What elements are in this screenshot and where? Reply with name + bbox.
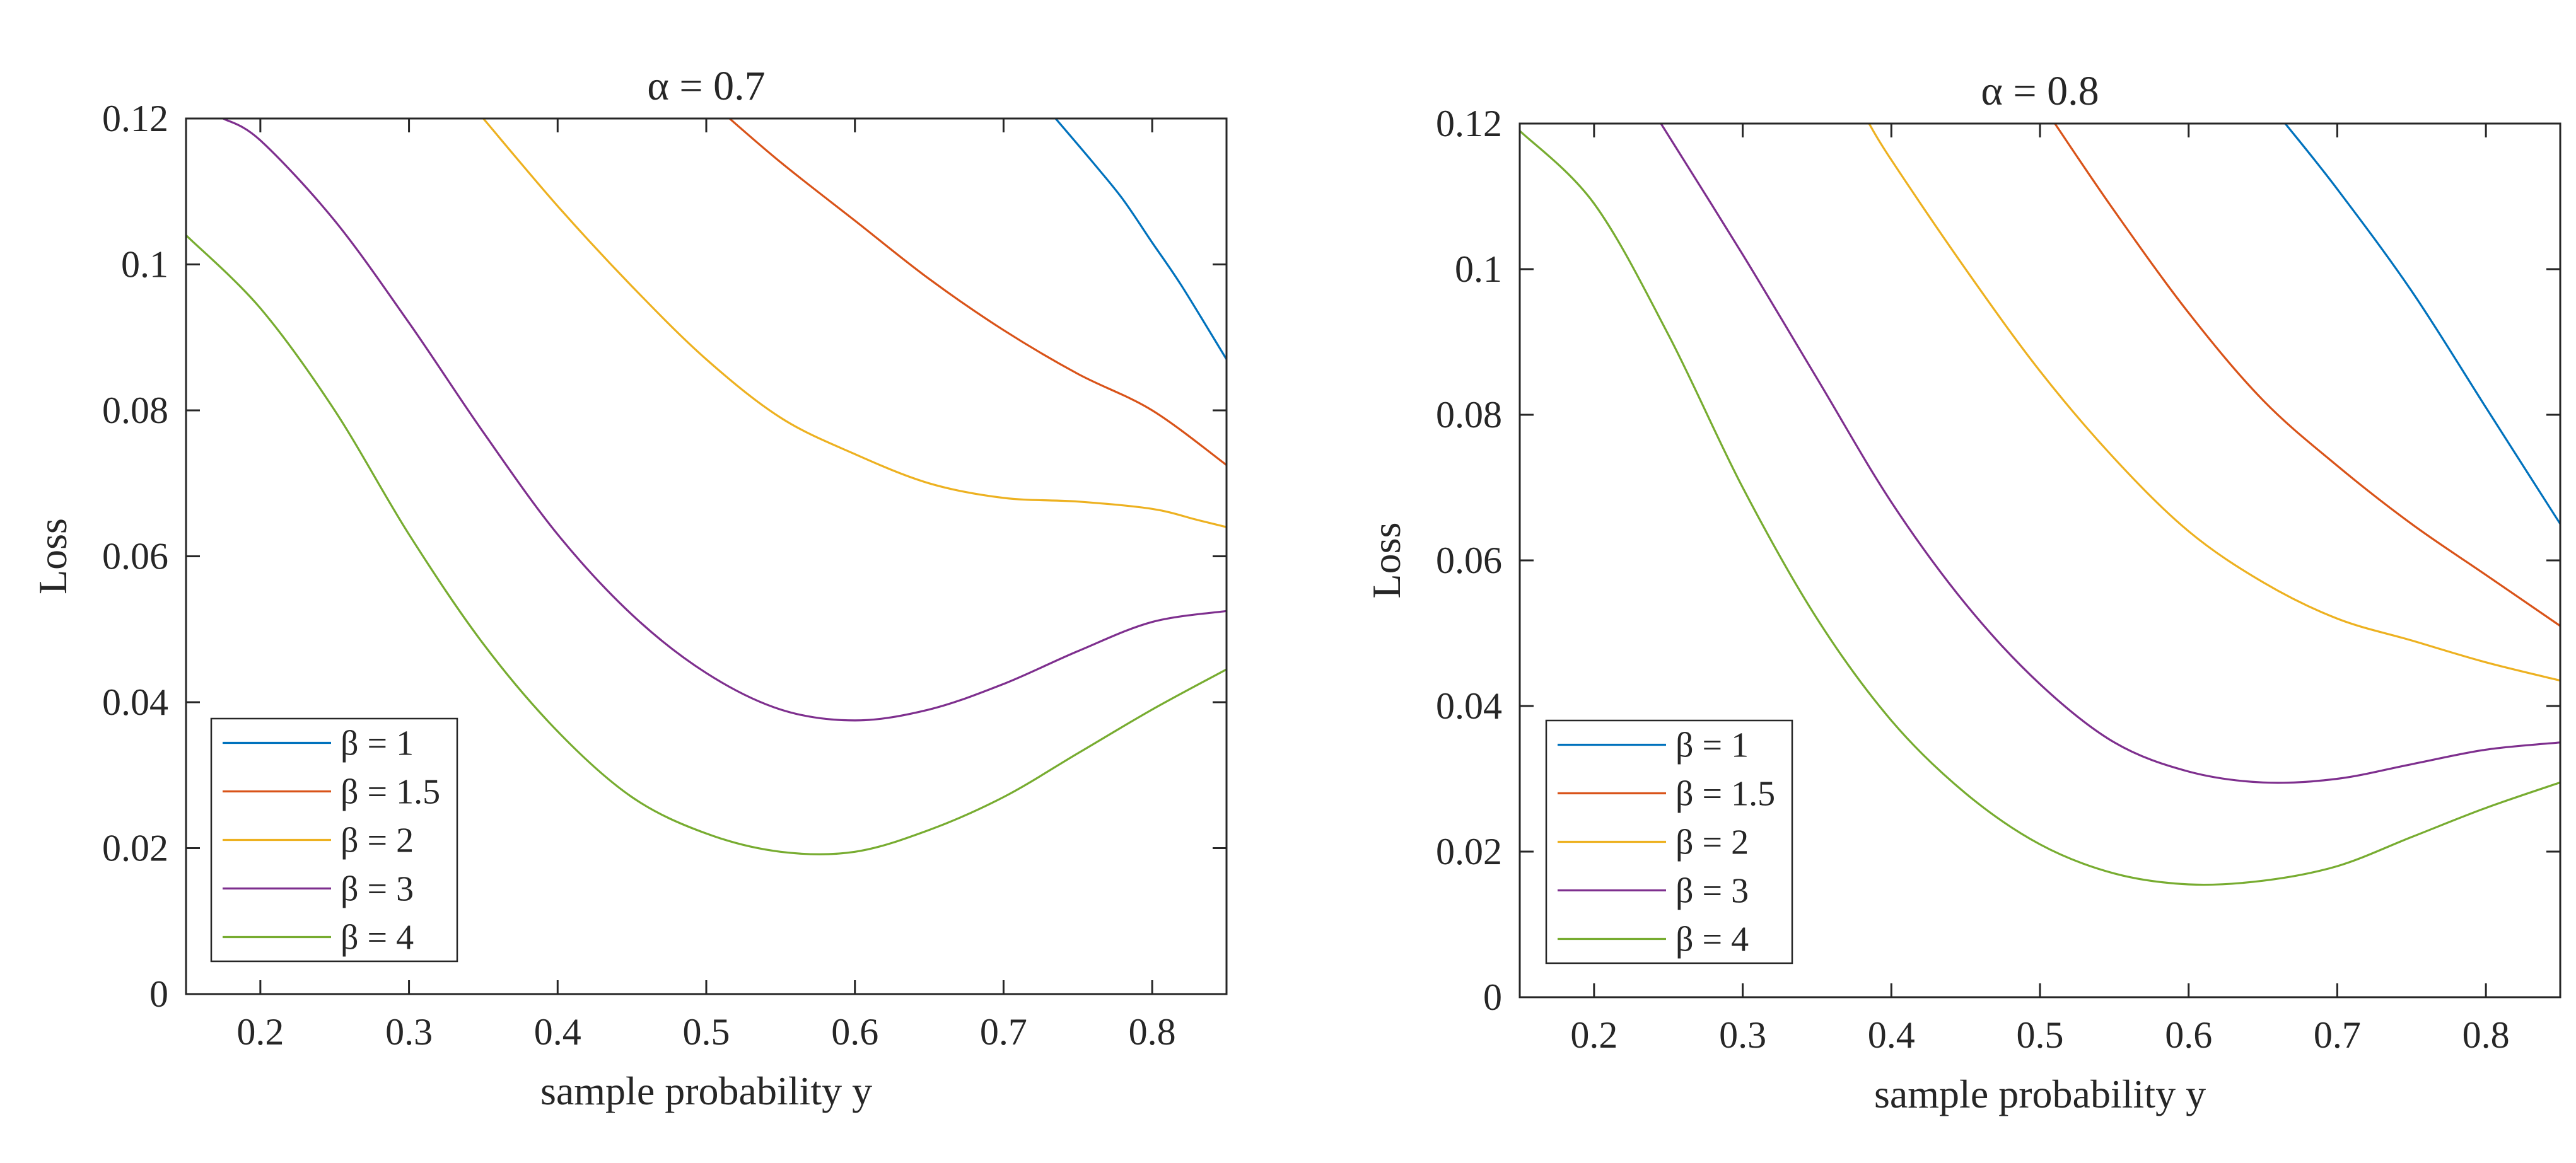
y-tick-label: 0.12	[1436, 103, 1502, 144]
y-tick-label: 0.06	[1436, 540, 1502, 581]
x-tick-label: 0.4	[534, 1011, 581, 1053]
chart-title: α = 0.7	[647, 63, 765, 109]
legend-label: β = 1.5	[341, 773, 440, 812]
series-line-beta-2	[482, 119, 1227, 528]
series-line-beta-2	[1868, 124, 2560, 682]
y-tick-label: 0.08	[102, 390, 168, 431]
series-line-beta-1-5	[2054, 124, 2560, 627]
y-tick-label: 0.02	[102, 828, 168, 869]
legend-label: β = 3	[1676, 872, 1749, 911]
legend-label: β = 3	[341, 870, 414, 909]
x-axis-label: sample probability y	[540, 1068, 872, 1113]
x-tick-label: 0.6	[2165, 1014, 2212, 1056]
legend: β = 1 β = 1.5 β = 2 β = 3 β = 4	[1545, 719, 1793, 964]
x-axis-label: sample probability y	[1874, 1072, 2206, 1116]
chart-alpha-0-8: 0.2 0.3 0.4 0.5 0.6 0.7 0.8 0 0.02 0.04 0.06 0.08 0.…	[1364, 68, 2561, 1116]
series-line-beta-4	[1520, 130, 2560, 886]
chart-alpha-0-7: 0.2 0.3 0.4 0.5 0.6 0.7 0.8 0 0.02 0.04 0.06 0.08 0.…	[30, 63, 1228, 1113]
x-tick-label: 0.8	[1129, 1011, 1176, 1053]
chart-title: α = 0.8	[1981, 68, 2099, 114]
series-group	[186, 119, 1227, 855]
y-tick-label: 0	[149, 973, 168, 1015]
legend-label: β = 4	[1676, 920, 1749, 959]
series-line-beta-3	[1660, 124, 2560, 784]
x-tick-label: 0.8	[2462, 1014, 2510, 1056]
y-tick-label: 0	[1483, 976, 1502, 1018]
x-tick-label: 0.5	[683, 1011, 730, 1053]
x-tick-label: 0.4	[1868, 1014, 1915, 1056]
legend-label: β = 2	[1676, 823, 1749, 862]
y-tick-label: 0.12	[102, 98, 168, 139]
y-tick-label: 0.06	[102, 536, 168, 577]
y-tick-label: 0.1	[1455, 248, 1502, 290]
y-tick-label: 0.02	[1436, 831, 1502, 872]
x-tick-label: 0.3	[385, 1011, 433, 1053]
y-tick-label: 0.08	[1436, 394, 1502, 436]
legend-label: β = 2	[341, 821, 414, 860]
series-line-beta-3	[223, 119, 1227, 722]
y-axis-label: Loss	[30, 518, 75, 594]
series-line-beta-1	[2284, 124, 2560, 525]
x-tick-label: 0.2	[1570, 1014, 1617, 1056]
legend-label: β = 1.5	[1676, 775, 1775, 814]
legend-label: β = 1	[1676, 726, 1749, 765]
series-line-beta-1-5	[728, 119, 1227, 466]
x-tick-label: 0.6	[831, 1011, 878, 1053]
x-tick-label: 0.7	[2314, 1014, 2361, 1056]
legend: β = 1 β = 1.5 β = 2 β = 3 β = 4	[210, 717, 458, 963]
y-tick-label: 0.04	[1436, 685, 1502, 727]
series-line-beta-1	[1054, 119, 1227, 360]
legend-label: β = 1	[341, 724, 414, 763]
x-tick-label: 0.2	[236, 1011, 284, 1053]
legend-label: β = 4	[341, 918, 414, 958]
x-tick-label: 0.5	[2017, 1014, 2064, 1056]
y-tick-label: 0.1	[121, 244, 168, 286]
series-group	[1520, 124, 2560, 886]
y-tick-label: 0.04	[102, 681, 168, 723]
x-tick-label: 0.7	[980, 1011, 1027, 1053]
series-line-beta-4	[186, 234, 1227, 855]
x-tick-label: 0.3	[1719, 1014, 1766, 1056]
y-axis-label: Loss	[1364, 523, 1409, 599]
